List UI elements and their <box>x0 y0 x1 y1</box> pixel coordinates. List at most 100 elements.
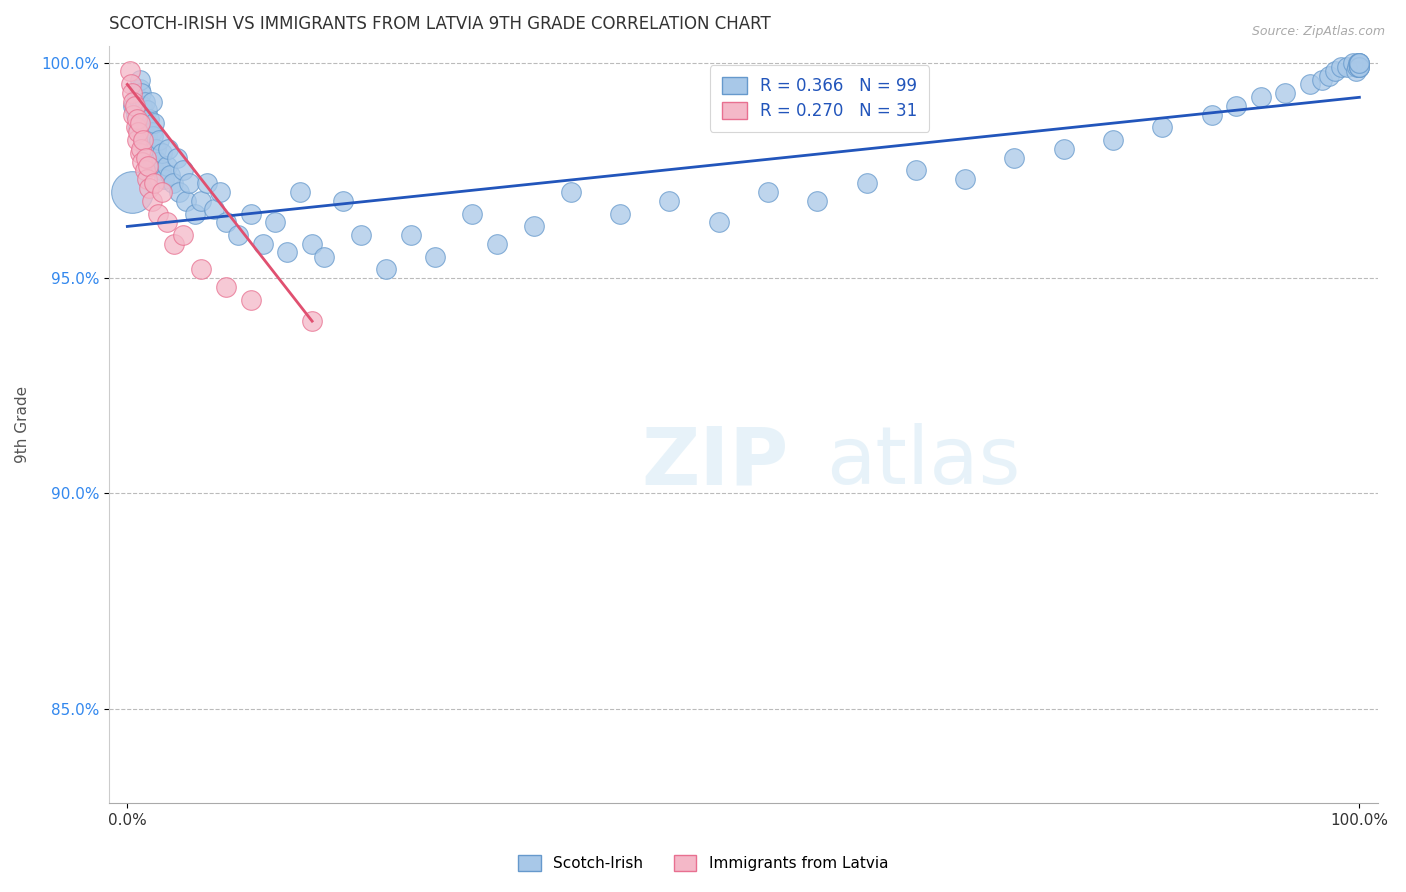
Point <box>131 120 153 135</box>
Point <box>129 86 152 100</box>
Point <box>128 81 150 95</box>
Text: ZIP: ZIP <box>641 424 789 501</box>
Point <box>138 137 160 152</box>
Point <box>399 228 422 243</box>
Text: SCOTCH-IRISH VS IMMIGRANTS FROM LATVIA 9TH GRADE CORRELATION CHART: SCOTCH-IRISH VS IMMIGRANTS FROM LATVIA 9… <box>108 15 770 33</box>
Point <box>148 133 170 147</box>
Point <box>135 142 157 156</box>
Point <box>142 159 165 173</box>
Point <box>156 159 179 173</box>
Point <box>425 250 447 264</box>
Point <box>707 215 730 229</box>
Point <box>135 151 157 165</box>
Point <box>806 194 828 208</box>
Point <box>855 177 877 191</box>
Point <box>159 168 181 182</box>
Point <box>134 163 156 178</box>
Point <box>128 146 150 161</box>
Point <box>139 146 162 161</box>
Point <box>190 194 212 208</box>
Point <box>904 163 927 178</box>
Point <box>1274 86 1296 100</box>
Point <box>132 133 155 147</box>
Point <box>288 185 311 199</box>
Point <box>485 236 508 251</box>
Point <box>138 180 160 194</box>
Point <box>127 112 149 126</box>
Point <box>523 219 546 234</box>
Point <box>167 185 190 199</box>
Legend: Scotch-Irish, Immigrants from Latvia: Scotch-Irish, Immigrants from Latvia <box>512 849 894 877</box>
Point <box>122 95 145 109</box>
Point <box>127 125 149 139</box>
Point <box>264 215 287 229</box>
Point <box>156 142 179 156</box>
Point <box>1250 90 1272 104</box>
Point <box>136 151 159 165</box>
Point <box>143 116 166 130</box>
Point <box>136 172 159 186</box>
Point <box>132 133 155 147</box>
Point <box>120 78 142 92</box>
Point <box>176 194 198 208</box>
Point <box>141 125 163 139</box>
Point <box>136 120 159 135</box>
Point <box>1002 151 1025 165</box>
Point <box>332 194 354 208</box>
Point <box>127 120 149 135</box>
Point <box>136 159 159 173</box>
Point <box>145 142 167 156</box>
Point <box>560 185 582 199</box>
Point <box>128 116 150 130</box>
Point <box>118 64 141 78</box>
Point <box>129 107 152 121</box>
Point <box>314 250 336 264</box>
Point <box>131 154 153 169</box>
Point <box>276 245 298 260</box>
Point <box>121 86 143 100</box>
Point <box>1299 78 1322 92</box>
Point <box>1323 64 1346 78</box>
Point <box>129 142 152 156</box>
Point <box>1336 60 1358 74</box>
Point <box>150 185 173 199</box>
Point <box>143 151 166 165</box>
Point <box>122 107 145 121</box>
Point <box>125 107 148 121</box>
Point <box>184 206 207 220</box>
Point <box>166 151 188 165</box>
Point <box>1347 55 1369 70</box>
Point <box>202 202 225 217</box>
Point <box>1344 64 1367 78</box>
Point <box>127 133 149 147</box>
Point <box>1053 142 1076 156</box>
Point <box>177 177 200 191</box>
Point <box>132 112 155 126</box>
Point <box>172 163 194 178</box>
Legend: R = 0.366   N = 99, R = 0.270   N = 31: R = 0.366 N = 99, R = 0.270 N = 31 <box>710 65 929 132</box>
Point <box>1312 73 1334 87</box>
Point <box>156 215 179 229</box>
Point <box>149 163 172 178</box>
Point <box>1201 107 1223 121</box>
Point <box>141 194 163 208</box>
Point <box>461 206 484 220</box>
Point <box>226 228 249 243</box>
Point <box>146 206 169 220</box>
Point <box>1225 99 1247 113</box>
Point <box>162 177 184 191</box>
Point <box>375 262 398 277</box>
Point <box>350 228 373 243</box>
Point <box>122 99 145 113</box>
Point <box>609 206 631 220</box>
Point <box>756 185 779 199</box>
Point <box>134 125 156 139</box>
Point <box>1348 60 1371 74</box>
Point <box>215 215 238 229</box>
Point <box>1346 60 1368 74</box>
Point <box>121 185 143 199</box>
Point <box>141 95 163 109</box>
Point <box>239 293 262 307</box>
Point <box>138 112 160 126</box>
Point <box>163 236 186 251</box>
